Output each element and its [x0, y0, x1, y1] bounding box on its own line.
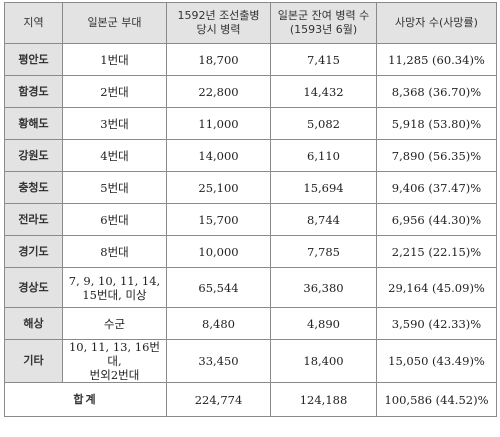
cell-casualties: 3,590 (42.33)% [376, 307, 497, 340]
header-initial-line2: 당시 병력 [196, 23, 241, 36]
table-row: 해상 수군 8,480 4,890 3,590 (42.33)% [4, 307, 497, 340]
cell-remaining-strength: 7,415 [270, 43, 377, 76]
cell-initial-strength: 10,000 [166, 235, 271, 268]
header-remaining-line2: (1593년 6월) [289, 23, 358, 36]
table-row: 평안도 1번대 18,700 7,415 11,285 (60.34)% [4, 43, 497, 76]
cell-unit-line: 8번대 [100, 244, 129, 259]
cell-remaining-strength: 6,110 [270, 139, 377, 172]
cell-casualties: 7,890 (56.35)% [376, 139, 497, 172]
header-remaining-line1: 일본군 잔여 병력 수 [277, 9, 370, 22]
cell-unit: 2번대 [62, 75, 167, 108]
cell-unit-line: 3번대 [100, 116, 129, 131]
cell-unit-line: 10, 11, 13, 16번대, [68, 340, 161, 369]
cell-unit-line: 4번대 [100, 148, 129, 163]
document: 지역 일본군 부대 1592년 조선출병 당시 병력 일본군 잔여 병력 수 (… [4, 2, 497, 417]
cell-unit-line: 1번대 [100, 52, 129, 67]
cell-unit-line: 5번대 [100, 180, 129, 195]
cell-region: 기타 [4, 339, 63, 383]
cell-remaining-strength: 8,744 [270, 203, 377, 236]
table-row: 경상도 7, 9, 10, 11, 14, 15번대, 미상 65,544 36,380… [4, 267, 497, 308]
cell-casualties: 5,918 (53.80)% [376, 107, 497, 140]
cell-unit-line: 15번대, 미상 [82, 287, 147, 302]
cell-casualties: 2,215 (22.15)% [376, 235, 497, 268]
cell-initial-strength: 65,544 [166, 267, 271, 308]
cell-unit-line: 7, 9, 10, 11, 14, [68, 273, 161, 288]
cell-initial-strength: 25,100 [166, 171, 271, 204]
cell-remaining-strength: 15,694 [270, 171, 377, 204]
cell-unit-line: 2번대 [100, 84, 129, 99]
cell-region: 충청도 [4, 171, 63, 204]
header-initial-line1: 1592년 조선출병 [177, 9, 260, 22]
casualty-table: 지역 일본군 부대 1592년 조선출병 당시 병력 일본군 잔여 병력 수 (… [4, 2, 497, 417]
cell-initial-strength: 14,000 [166, 139, 271, 172]
cell-region: 평안도 [4, 43, 63, 76]
cell-casualties: 8,368 (36.70)% [376, 75, 497, 108]
cell-casualties: 29,164 (45.09)% [376, 267, 497, 308]
cell-unit: 수군 [62, 307, 167, 340]
table-row: 함경도 2번대 22,800 14,432 8,368 (36.70)% [4, 75, 497, 108]
cell-initial-strength: 8,480 [166, 307, 271, 340]
cell-initial-strength: 33,450 [166, 339, 271, 383]
cell-unit-line: 6번대 [100, 212, 129, 227]
table-row: 강원도 4번대 14,000 6,110 7,890 (56.35)% [4, 139, 497, 172]
cell-initial-strength: 15,700 [166, 203, 271, 236]
total-remaining-strength: 124,188 [270, 382, 377, 417]
total-row: 합계 224,774 124,188 100,586 (44.52)% [4, 382, 497, 417]
cell-region: 해상 [4, 307, 63, 340]
cell-unit: 6번대 [62, 203, 167, 236]
table-row: 기타 10, 11, 13, 16번대, 번외2번대 33,450 18,400 15,0… [4, 339, 497, 383]
cell-unit: 1번대 [62, 43, 167, 76]
table-row: 경기도 8번대 10,000 7,785 2,215 (22.15)% [4, 235, 497, 268]
cell-casualties: 9,406 (37.47)% [376, 171, 497, 204]
cell-unit: 8번대 [62, 235, 167, 268]
cell-remaining-strength: 7,785 [270, 235, 377, 268]
table-row: 전라도 6번대 15,700 8,744 6,956 (44.30)% [4, 203, 497, 236]
total-label: 합계 [4, 382, 167, 417]
cell-region: 전라도 [4, 203, 63, 236]
cell-unit: 4번대 [62, 139, 167, 172]
cell-casualties: 11,285 (60.34)% [376, 43, 497, 76]
table-row: 충청도 5번대 25,100 15,694 9,406 (37.47)% [4, 171, 497, 204]
header-initial-strength: 1592년 조선출병 당시 병력 [166, 2, 271, 44]
header-casualties: 사망자 수(사망률) [376, 2, 497, 44]
header-row: 지역 일본군 부대 1592년 조선출병 당시 병력 일본군 잔여 병력 수 (… [4, 2, 497, 44]
table-row: 황해도 3번대 11,000 5,082 5,918 (53.80)% [4, 107, 497, 140]
cell-casualties: 15,050 (43.49)% [376, 339, 497, 383]
cell-initial-strength: 18,700 [166, 43, 271, 76]
cell-initial-strength: 22,800 [166, 75, 271, 108]
cell-remaining-strength: 18,400 [270, 339, 377, 383]
cell-region: 황해도 [4, 107, 63, 140]
cell-region: 경상도 [4, 267, 63, 308]
cell-remaining-strength: 14,432 [270, 75, 377, 108]
cell-remaining-strength: 4,890 [270, 307, 377, 340]
cell-casualties: 6,956 (44.30)% [376, 203, 497, 236]
cell-remaining-strength: 5,082 [270, 107, 377, 140]
cell-region: 강원도 [4, 139, 63, 172]
cell-remaining-strength: 36,380 [270, 267, 377, 308]
header-unit: 일본군 부대 [62, 2, 167, 44]
total-casualties: 100,586 (44.52)% [376, 382, 497, 417]
total-initial-strength: 224,774 [166, 382, 271, 417]
cell-unit: 5번대 [62, 171, 167, 204]
cell-unit-line: 번외2번대 [89, 368, 140, 382]
header-remaining-strength: 일본군 잔여 병력 수 (1593년 6월) [270, 2, 377, 44]
cell-initial-strength: 11,000 [166, 107, 271, 140]
header-region: 지역 [4, 2, 63, 44]
cell-unit: 7, 9, 10, 11, 14, 15번대, 미상 [62, 267, 167, 308]
cell-region: 경기도 [4, 235, 63, 268]
cell-unit: 3번대 [62, 107, 167, 140]
cell-region: 함경도 [4, 75, 63, 108]
cell-unit-line: 수군 [103, 316, 126, 331]
cell-unit: 10, 11, 13, 16번대, 번외2번대 [62, 339, 167, 383]
